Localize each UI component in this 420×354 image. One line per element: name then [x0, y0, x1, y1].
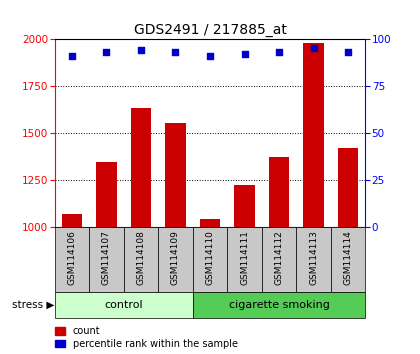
Point: [207, 53, 213, 59]
Bar: [193, 292, 365, 318]
Point: [310, 46, 317, 51]
Bar: [338, 148, 359, 227]
Bar: [123, 227, 158, 292]
Bar: [55, 227, 89, 292]
Point: [241, 51, 248, 57]
Bar: [61, 215, 82, 227]
Bar: [96, 162, 117, 227]
Point: [276, 49, 282, 55]
Text: GSM114113: GSM114113: [309, 230, 318, 285]
Text: stress ▶: stress ▶: [11, 300, 54, 310]
Text: GSM114106: GSM114106: [67, 230, 76, 285]
Bar: [55, 292, 193, 318]
Text: cigarette smoking: cigarette smoking: [228, 300, 330, 310]
Text: GSM114111: GSM114111: [240, 230, 249, 285]
Text: control: control: [104, 300, 143, 310]
Text: GSM114109: GSM114109: [171, 230, 180, 285]
Bar: [227, 227, 262, 292]
Text: GSM114114: GSM114114: [344, 230, 353, 285]
Text: GSM114112: GSM114112: [275, 230, 284, 285]
Bar: [269, 157, 289, 227]
Text: GSM114110: GSM114110: [205, 230, 215, 285]
Title: GDS2491 / 217885_at: GDS2491 / 217885_at: [134, 23, 286, 36]
Bar: [131, 108, 151, 227]
Bar: [193, 227, 227, 292]
Point: [138, 47, 144, 53]
Text: GSM114107: GSM114107: [102, 230, 111, 285]
Bar: [262, 227, 297, 292]
Bar: [303, 43, 324, 227]
Point: [345, 49, 352, 55]
Bar: [234, 185, 255, 227]
Bar: [200, 219, 221, 227]
Point: [68, 53, 75, 59]
Bar: [165, 124, 186, 227]
Bar: [158, 227, 193, 292]
Point: [103, 49, 110, 55]
Legend: count, percentile rank within the sample: count, percentile rank within the sample: [55, 326, 238, 349]
Bar: [89, 227, 123, 292]
Point: [172, 49, 179, 55]
Text: GSM114108: GSM114108: [136, 230, 145, 285]
Bar: [331, 227, 365, 292]
Bar: [297, 227, 331, 292]
